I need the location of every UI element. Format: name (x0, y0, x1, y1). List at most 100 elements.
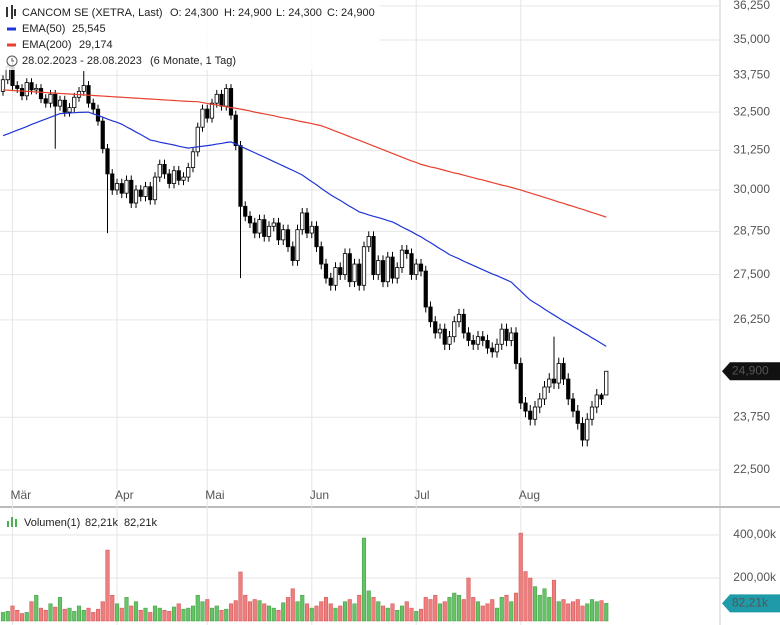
volume-bar (167, 611, 172, 622)
volume-bar (281, 602, 286, 622)
volume-bar (34, 594, 39, 622)
volume-bar (91, 612, 96, 622)
candle-body (385, 256, 390, 283)
candle-body (528, 410, 533, 420)
volume-bar (338, 605, 343, 622)
volume-bar (456, 594, 462, 622)
volume-bar (138, 609, 143, 622)
volume-bar (447, 597, 452, 622)
candle-body (513, 332, 519, 364)
candle-body (399, 249, 405, 268)
volume-bar (53, 606, 58, 622)
volume-bar (542, 588, 547, 622)
candle-body (262, 219, 267, 237)
volume-bar (195, 594, 200, 622)
volume-bar (309, 607, 314, 622)
volume-bar (461, 599, 466, 622)
volume-bar (480, 605, 485, 622)
y-tick-label: 28,750 (733, 224, 770, 238)
candle-body (357, 263, 362, 286)
volume-bar (366, 590, 371, 622)
volume-bar (143, 607, 148, 622)
candle-body (466, 332, 471, 341)
volume-bar (528, 577, 533, 622)
candle-body (456, 313, 462, 323)
candle-body (129, 179, 134, 204)
candle-body (347, 253, 352, 283)
candle-body (371, 236, 376, 276)
volume-bar (100, 601, 105, 622)
volume-bar (76, 605, 82, 622)
volume-bar (29, 601, 34, 622)
volume-bar (551, 579, 557, 622)
candle-body (57, 99, 63, 107)
candle-body (604, 370, 609, 396)
legend: CANCOM SE (XETRA, Last) O: 24,300 H: 24,90… (0, 0, 380, 529)
candle-body (309, 225, 314, 234)
candle-body (566, 378, 571, 400)
y-tick-label: 27,500 (733, 267, 770, 281)
volume-bar (323, 597, 329, 622)
volume-bar (599, 600, 604, 622)
candle-body (91, 102, 96, 110)
volume-bar (233, 600, 238, 622)
volume-bar (452, 592, 457, 622)
volume-bar (566, 603, 571, 622)
volume-bar (38, 607, 44, 622)
candle-body (43, 98, 48, 104)
ohlc-value: H: 24,900 (224, 7, 272, 19)
volume-bar (276, 609, 281, 622)
clock-icon (11, 58, 14, 62)
volume-bar (10, 605, 15, 622)
volume-bar (228, 603, 234, 622)
candle-body (485, 340, 490, 349)
volume-bar (304, 603, 310, 622)
last-volume-label: 82,21k (732, 595, 769, 609)
volume-bar (404, 601, 409, 622)
candle-body (0, 79, 6, 92)
candle-body (442, 328, 447, 345)
volume-bar (124, 597, 129, 622)
legend-value: 25,545 (72, 23, 106, 35)
candle-body (570, 398, 576, 412)
y-tick-label: 33,750 (733, 68, 770, 82)
candle-body (252, 222, 257, 234)
period: (6 Monate, 1 Tag) (150, 55, 236, 67)
icon (14, 9, 16, 16)
volume-bar (129, 605, 134, 622)
volume-bar (604, 603, 609, 622)
volume-bar (414, 611, 419, 622)
volume-bar (561, 599, 566, 622)
candle-body (361, 246, 367, 286)
candle-body (542, 386, 547, 400)
candle-body (599, 394, 604, 400)
last-price-label: 24,900 (732, 363, 769, 377)
volume-bar (518, 532, 523, 622)
volume-bar (556, 601, 561, 622)
volume-bar (81, 609, 86, 622)
volume-bar (532, 586, 538, 622)
candle-body (138, 189, 143, 197)
candle-body (29, 82, 34, 91)
volume-bar (423, 597, 428, 622)
candle-body (537, 398, 542, 408)
candle-body (247, 215, 253, 224)
volume-bar (15, 609, 20, 622)
volume-bar (499, 597, 504, 622)
y-tick-label: 200,00k (733, 570, 777, 584)
volume-bar (409, 607, 414, 622)
volume-bar (67, 607, 72, 622)
candle-body (380, 260, 386, 283)
volume-bar (471, 597, 476, 622)
volume-bar (133, 601, 139, 622)
candle-body (285, 229, 291, 248)
candle-body (423, 270, 428, 308)
candle-body (376, 260, 381, 276)
candle-body (575, 410, 580, 424)
volume-bar (157, 607, 162, 622)
candle-body (190, 151, 196, 168)
x-tick-label: Aug (519, 488, 540, 502)
candle-body (205, 108, 210, 119)
volume-bar (171, 606, 177, 622)
candle-body (532, 406, 538, 420)
